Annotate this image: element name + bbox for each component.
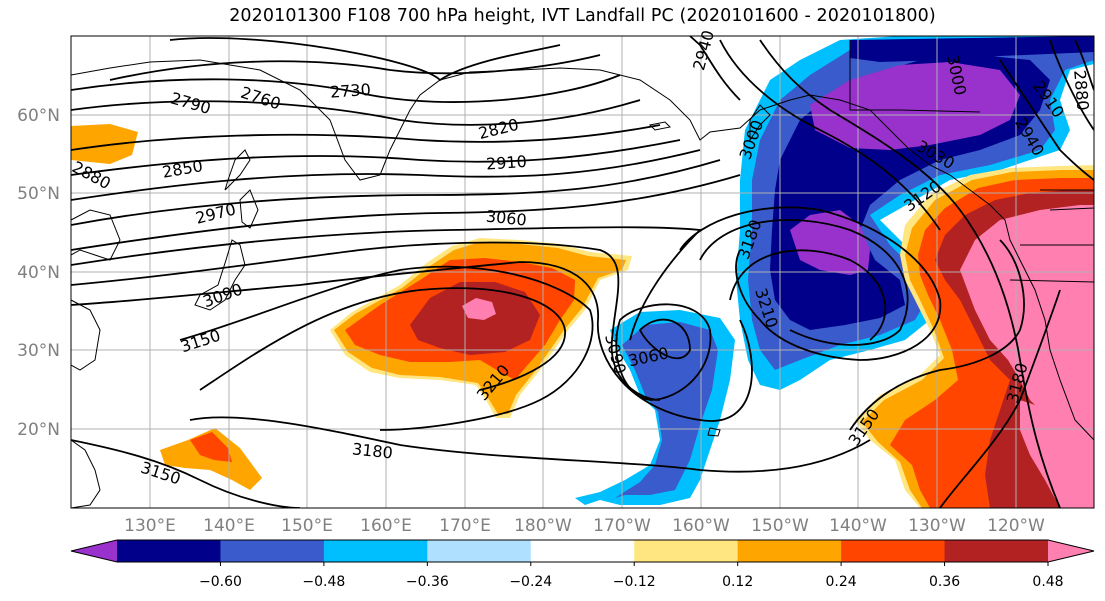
height-contours bbox=[71, 36, 1094, 508]
colorbar: −0.60 −0.48 −0.36 −0.24 −0.12 0.12 0.24 0.36 0.4… bbox=[70, 539, 1095, 590]
lat-label: 50°N bbox=[17, 184, 60, 204]
lat-label: 20°N bbox=[17, 420, 60, 440]
colorbar-extend-low bbox=[71, 540, 117, 562]
colorbar-tick-label: 0.48 bbox=[1032, 574, 1063, 590]
lon-label: 160°E bbox=[360, 516, 412, 536]
map-frame bbox=[70, 35, 1095, 509]
colorbar-tick-label: −0.12 bbox=[613, 574, 656, 590]
colorbar-tick-label: −0.48 bbox=[302, 574, 345, 590]
contour-label: 2880 bbox=[1070, 69, 1092, 111]
lon-label: 180°W bbox=[514, 516, 572, 536]
plot-title: 2020101300 F108 700 hPa height, IVT Land… bbox=[229, 6, 936, 26]
colorbar-block bbox=[323, 540, 428, 562]
colorbar-ticks: −0.60 −0.48 −0.36 −0.24 −0.12 0.12 0.24 0.36 0.4… bbox=[199, 562, 1064, 590]
lon-label: 130°W bbox=[908, 516, 966, 536]
colorbar-block bbox=[737, 540, 842, 562]
lat-label: 30°N bbox=[17, 341, 60, 361]
colorbar-tick-label: 0.12 bbox=[722, 574, 753, 590]
colorbar-tick-label: −0.24 bbox=[509, 574, 552, 590]
map-panel: 2730 2760 2790 2820 2850 2880 2910 2970 … bbox=[69, 28, 1095, 509]
lon-label: 140°W bbox=[829, 516, 887, 536]
lon-label: 170°W bbox=[593, 516, 651, 536]
contour-label: 3180 bbox=[351, 439, 393, 462]
colorbar-block bbox=[530, 540, 635, 562]
colorbar-block bbox=[841, 540, 946, 562]
colorbar-extend-high bbox=[1048, 540, 1094, 562]
lon-label: 120°W bbox=[987, 516, 1045, 536]
lat-label: 40°N bbox=[17, 263, 60, 283]
colorbar-block bbox=[117, 540, 221, 562]
lon-label: 150°E bbox=[281, 516, 333, 536]
colorbar-block bbox=[220, 540, 325, 562]
lon-label: 160°W bbox=[672, 516, 730, 536]
gridlines bbox=[71, 36, 1094, 508]
colorbar-tick-label: 0.24 bbox=[826, 574, 857, 590]
latitude-labels: 60°N 50°N 40°N 30°N 20°N bbox=[17, 106, 60, 440]
contour-label: 2730 bbox=[329, 80, 371, 102]
colorbar-outline bbox=[70, 539, 1095, 563]
colorbar-tick-label: −0.60 bbox=[199, 574, 242, 590]
contour-label: 3060 bbox=[485, 207, 527, 230]
coastlines bbox=[71, 40, 1094, 508]
colorbar-block bbox=[634, 540, 739, 562]
colorbar-tick-label: 0.36 bbox=[929, 574, 960, 590]
longitude-labels: 130°E 140°E 150°E 160°E 170°E 180°W 170°… bbox=[124, 516, 1045, 536]
lon-label: 170°E bbox=[439, 516, 491, 536]
lon-label: 140°E bbox=[203, 516, 255, 536]
lon-label: 130°E bbox=[124, 516, 176, 536]
colorbar-blocks bbox=[71, 540, 1094, 562]
contour-label: 2910 bbox=[485, 152, 527, 174]
shade-positive-wpac-1 bbox=[71, 124, 138, 164]
colorbar-block bbox=[427, 540, 532, 562]
colorbar-block bbox=[944, 540, 1049, 562]
colorbar-tick-label: −0.36 bbox=[406, 574, 449, 590]
lat-label: 60°N bbox=[17, 106, 60, 126]
lon-label: 150°W bbox=[751, 516, 809, 536]
